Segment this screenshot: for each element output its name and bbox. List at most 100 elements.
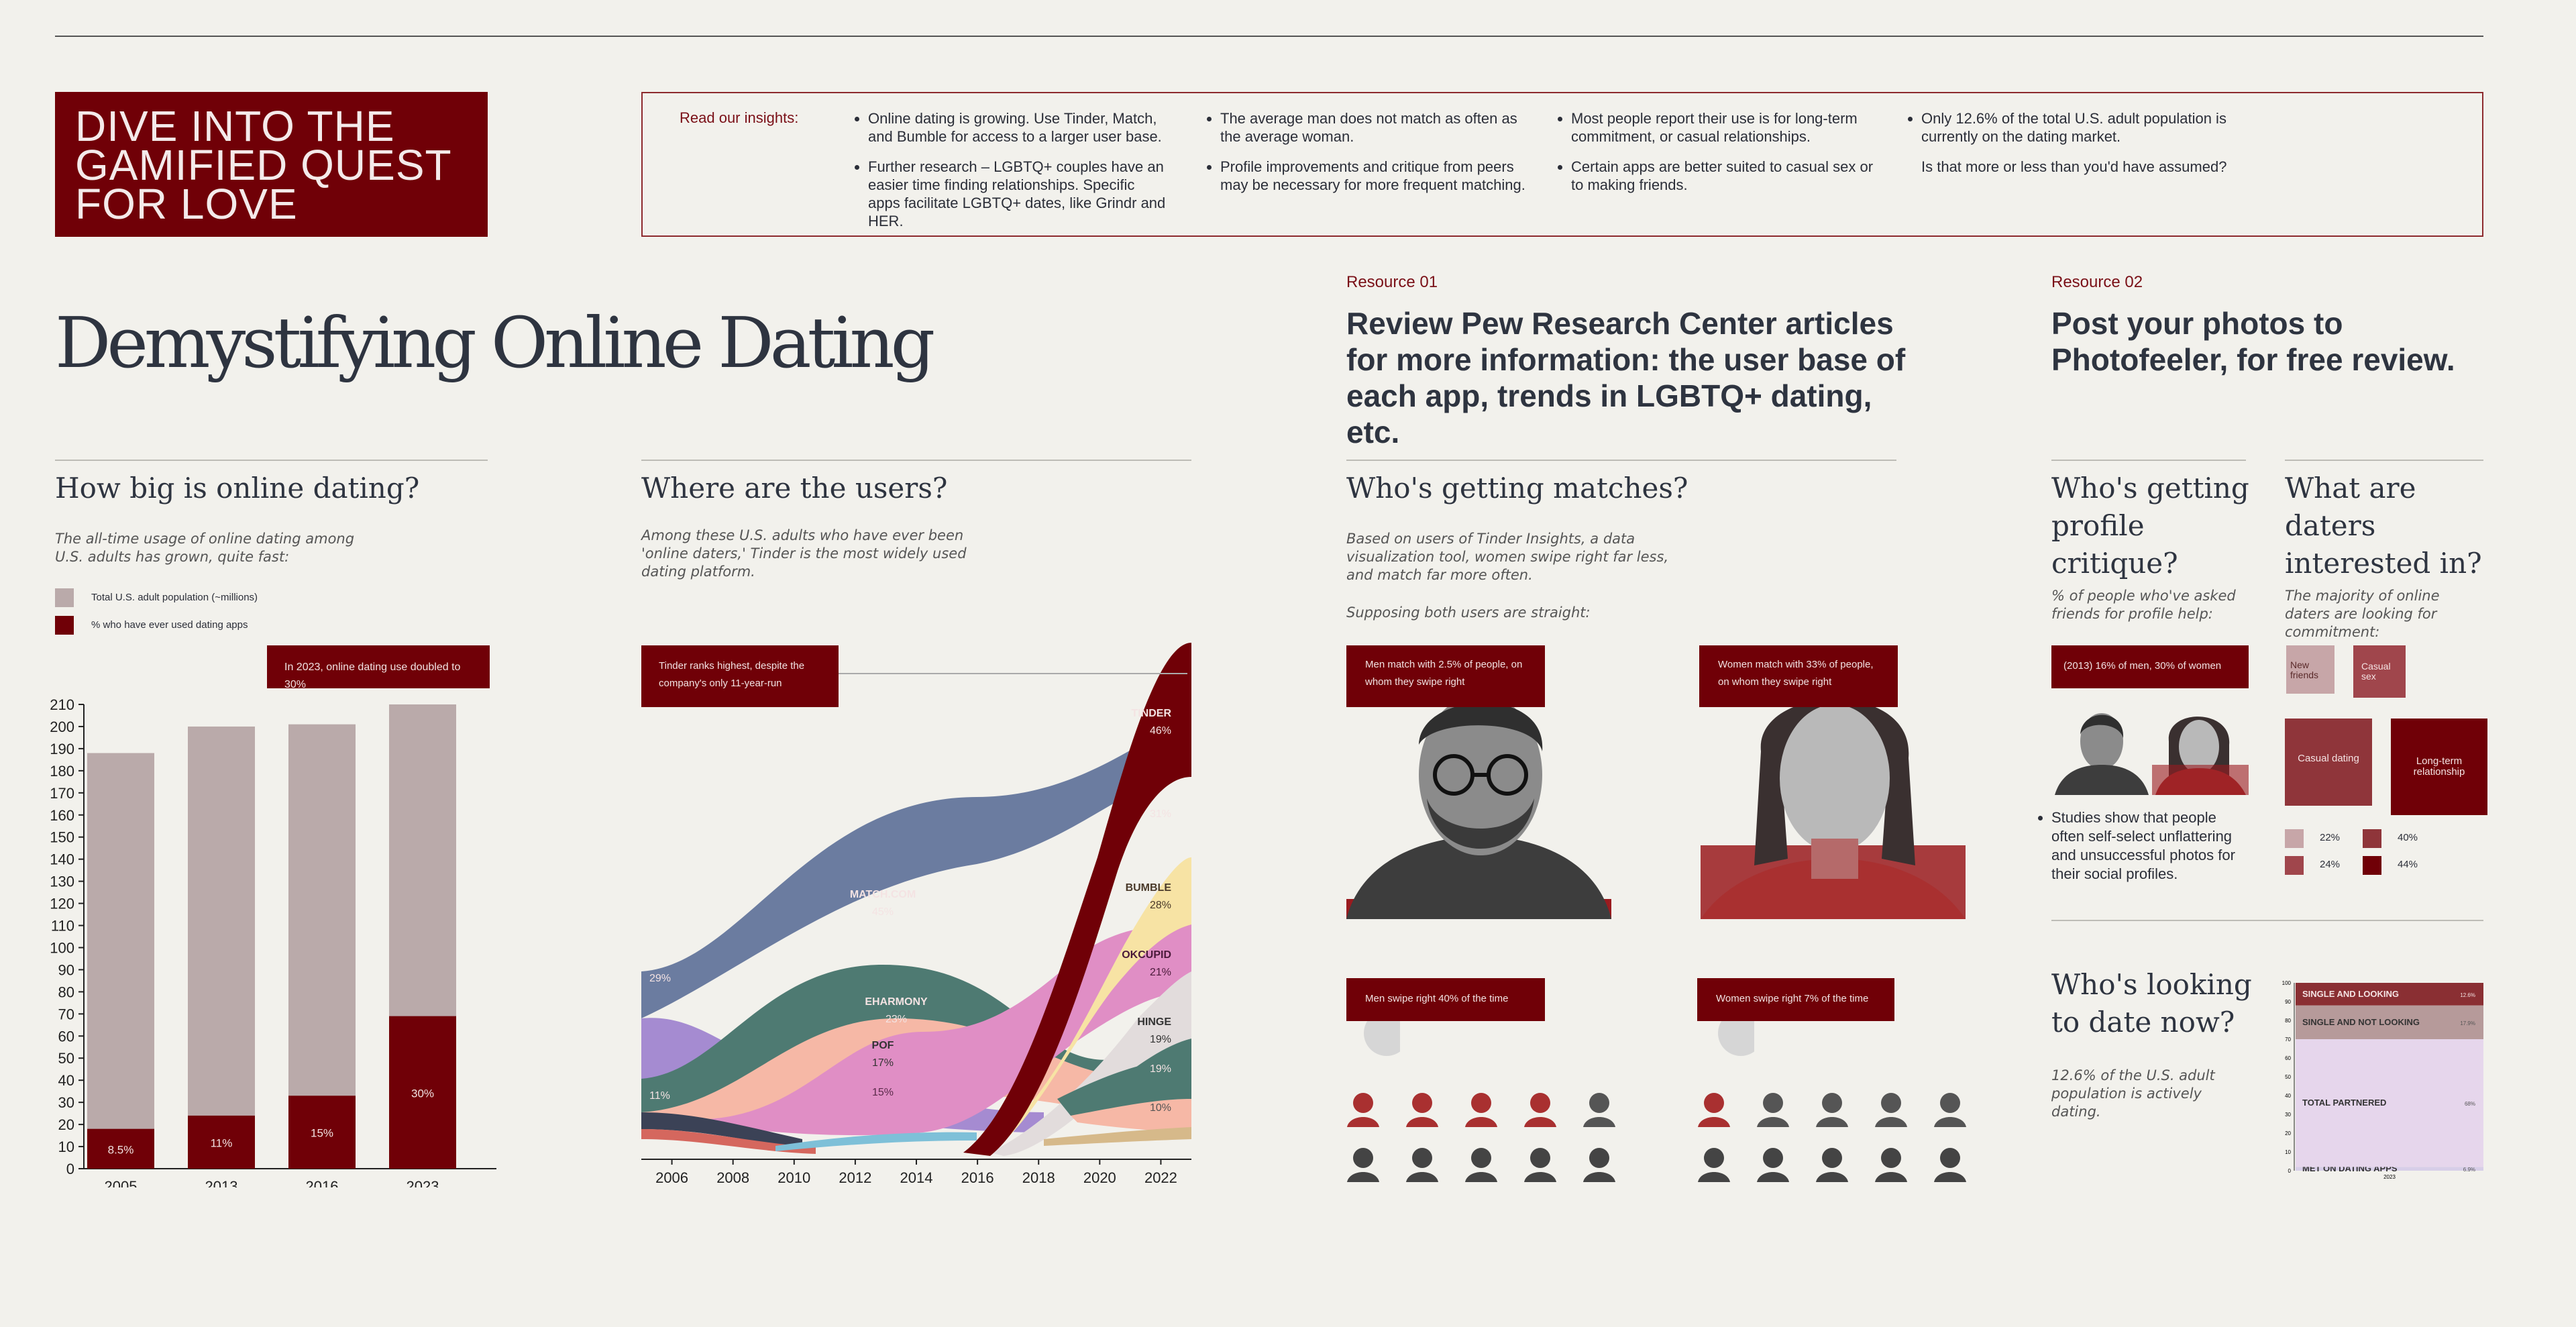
- person-icon: [1465, 1172, 1497, 1182]
- square-casual-sex: Casual sex: [2353, 645, 2406, 698]
- women-swipe-grid: [1698, 1093, 1966, 1182]
- section-rule: [1346, 460, 1896, 461]
- page-title: Demystifying Online Dating: [55, 302, 935, 384]
- stream-series-value: 15%: [872, 1087, 894, 1098]
- insights-column-1: Online dating is growing. Use Tinder, Ma…: [851, 109, 1166, 242]
- section-title-looking: Who's looking to date now?: [2051, 968, 2252, 1039]
- hero-line-2: GAMIFIED QUEST: [75, 141, 452, 189]
- resource-1-title[interactable]: Review Pew Research Center articles for …: [1346, 306, 1906, 449]
- y-tick-label: 180: [50, 763, 74, 780]
- square-label: Casual sex: [2361, 661, 2391, 682]
- callout-women-swipe: Women swipe right 7% of the time: [1697, 978, 1894, 1021]
- bar-chart-bars: 8.5% 11% 15% 30%: [87, 704, 456, 1169]
- person-icon: [1524, 1172, 1556, 1182]
- y-tick-label: 10: [58, 1138, 74, 1155]
- x-tick-label: 2006: [655, 1169, 688, 1186]
- stack-segment: [2296, 1005, 2483, 1039]
- x-tick-label: 2022: [1144, 1169, 1177, 1186]
- section-subtitle-matches: Based on users of Tinder Insights, a dat…: [1346, 531, 1669, 583]
- square-new-friends: New friends: [2286, 645, 2334, 694]
- stream-lower-peach: [1071, 1099, 1191, 1132]
- stream-series-name: HINGE: [1137, 1016, 1171, 1028]
- y-tick-label: 20: [2285, 1130, 2291, 1136]
- person-icon: [1940, 1093, 1960, 1113]
- person-icon: [1412, 1148, 1432, 1168]
- stream-series-name: BUMBLE: [1126, 882, 1172, 894]
- stream-series-name: MATCH.COM: [850, 889, 916, 900]
- stack-segment-value: 12.6%: [2460, 992, 2475, 998]
- stream-series-name: OKCUPID: [1122, 949, 1171, 961]
- y-tick-label: 170: [50, 785, 74, 802]
- stacked-chart-segments: MET ON DATING APPS 6.9%TOTAL PARTNERED 68%…: [2296, 983, 2483, 1173]
- y-tick-label: 210: [50, 696, 74, 713]
- insights-column-3: Most people report their use is for long…: [1554, 109, 1882, 206]
- square-casual-dating: Casual dating: [2285, 719, 2372, 806]
- stack-segment-name: SINGLE AND NOT LOOKING: [2302, 1017, 2420, 1027]
- y-tick-label: 10: [2285, 1149, 2291, 1155]
- person-icon: [1406, 1172, 1438, 1182]
- person-icon: [1940, 1148, 1960, 1168]
- bar-used: [389, 1016, 456, 1169]
- person-icon: [1524, 1117, 1556, 1127]
- stream-layers: [641, 643, 1191, 1156]
- person-icon: [1875, 1117, 1907, 1127]
- legend-swatch-long-term: [2363, 856, 2381, 875]
- person-icon: [1353, 1093, 1373, 1113]
- y-tick-label: 50: [58, 1050, 74, 1067]
- legend-swatch-used: [55, 616, 74, 635]
- top-rule: [55, 36, 2483, 37]
- person-icon: [1589, 1148, 1609, 1168]
- stream-small-tan: [1044, 1127, 1191, 1146]
- stream-series-value: 23%: [885, 1014, 907, 1025]
- person-icon: [1757, 1117, 1789, 1127]
- insight-item: Most people report their use is for long…: [1571, 109, 1882, 146]
- insight-item: Online dating is growing. Use Tinder, Ma…: [868, 109, 1166, 146]
- person-icon: [1816, 1117, 1848, 1127]
- person-icon: [1465, 1117, 1497, 1127]
- hero-banner: DIVE INTO THE GAMIFIED QUEST FOR LOVE: [55, 92, 488, 237]
- insight-item: Further research – LGBTQ+ couples have a…: [868, 158, 1166, 230]
- section-title-users: Where are the users?: [641, 472, 948, 505]
- y-tick-label: 200: [50, 719, 74, 735]
- x-tick-label: 2012: [839, 1169, 871, 1186]
- section-subtitle-matches-2: Supposing both users are straight:: [1346, 604, 1591, 621]
- y-tick-label: 80: [58, 984, 74, 1000]
- resource-1-label: Resource 01: [1346, 273, 1438, 291]
- man-faded-icon: [1364, 1010, 1400, 1056]
- y-tick-label: 30: [2285, 1112, 2291, 1118]
- bar-data-label: 11%: [211, 1136, 233, 1149]
- person-icon: [1583, 1172, 1615, 1182]
- y-tick-label: 100: [50, 939, 74, 956]
- person-icon: [1471, 1093, 1491, 1113]
- stack-segment-value: 68%: [2465, 1101, 2475, 1107]
- person-icon: [1822, 1093, 1842, 1113]
- stream-series-name: TINDER: [1131, 708, 1171, 719]
- insights-label: Read our insights:: [680, 109, 799, 126]
- section-title-critique: Who's getting profile critique?: [2051, 472, 2249, 580]
- legend-value: 22%: [2320, 832, 2341, 843]
- person-icon: [1816, 1172, 1848, 1182]
- bar-data-label: 30%: [411, 1087, 434, 1100]
- app-stream-chart: TINDER 46% 31% BUMBLE 28% OKCUPID 21% HINGE 19% 1…: [641, 643, 1191, 1186]
- person-icon: [1934, 1117, 1966, 1127]
- section-title-matches: Who's getting matches?: [1346, 472, 1688, 505]
- bar-used: [288, 1096, 356, 1169]
- resource-2-title[interactable]: Post your photos to Photofeeler, for fre…: [2051, 306, 2455, 377]
- x-tick-label: 2023: [2383, 1174, 2396, 1180]
- stream-axis: 2006 2008 2010 2012 2014 2016 2018 2020 2022: [641, 1159, 1191, 1186]
- y-tick-label: 100: [2282, 980, 2292, 986]
- men-swipe-grid: [1347, 1093, 1615, 1182]
- person-icon: [1881, 1093, 1901, 1113]
- x-tick-label: 2014: [900, 1169, 933, 1186]
- person-icon: [1704, 1093, 1724, 1113]
- hero-line-3: FOR LOVE: [75, 180, 298, 228]
- bar-total: [288, 724, 356, 1169]
- y-tick-label: 70: [58, 1006, 74, 1022]
- stream-series-name: POF: [872, 1040, 894, 1051]
- person-icon: [1698, 1172, 1730, 1182]
- person-icon: [1875, 1172, 1907, 1182]
- woman-faded-icon: [1718, 1010, 1754, 1056]
- insight-item: Is that more or less than you'd have ass…: [1921, 158, 2227, 175]
- square-label: Long-term relationship: [2413, 755, 2465, 778]
